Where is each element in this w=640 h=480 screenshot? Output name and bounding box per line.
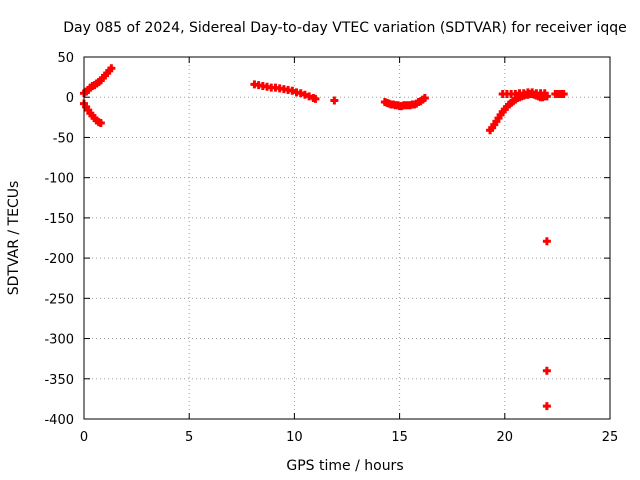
x-tick-label: 20 [497, 430, 514, 445]
data-point [330, 96, 339, 105]
y-tick-label: -350 [44, 373, 74, 388]
data-point [542, 237, 551, 246]
y-tick-label: -50 [53, 131, 74, 146]
data-point [540, 89, 549, 98]
data-point [542, 402, 551, 411]
axis-ticks: 0 5 10 15 20 25 50 0 -50 -100 -150 -200 -250 -300 -350… [44, 51, 618, 445]
plot-frame [83, 56, 611, 420]
y-tick-label: -400 [44, 413, 74, 428]
chart-title: Day 085 of 2024, Sidereal Day-to-day VTE… [63, 20, 627, 36]
y-tick-label: 0 [66, 91, 74, 106]
data-point [559, 90, 568, 99]
data-point [107, 64, 116, 73]
x-tick-label: 15 [391, 430, 408, 445]
x-tick-label: 10 [286, 430, 303, 445]
grid-lines [84, 57, 610, 419]
y-tick-label: -300 [44, 333, 74, 348]
data-point [311, 94, 320, 103]
data-point [420, 94, 429, 103]
x-tick-label: 5 [185, 430, 193, 445]
data-point [542, 366, 551, 375]
y-axis-label: SDTVAR / TECUs [6, 181, 22, 296]
x-axis-label: GPS time / hours [286, 458, 403, 474]
data-point [305, 92, 314, 101]
plot-area [80, 64, 568, 411]
x-tick-label: 0 [80, 430, 88, 445]
data-point [96, 118, 105, 127]
y-tick-label: -100 [44, 172, 74, 187]
y-tick-label: -250 [44, 292, 74, 307]
data-point [288, 86, 297, 95]
y-tick-label: 50 [57, 51, 74, 66]
data-point [296, 89, 305, 98]
x-tick-label: 25 [602, 430, 619, 445]
y-tick-label: -150 [44, 212, 74, 227]
y-tick-label: -200 [44, 252, 74, 267]
data-point [300, 90, 309, 99]
